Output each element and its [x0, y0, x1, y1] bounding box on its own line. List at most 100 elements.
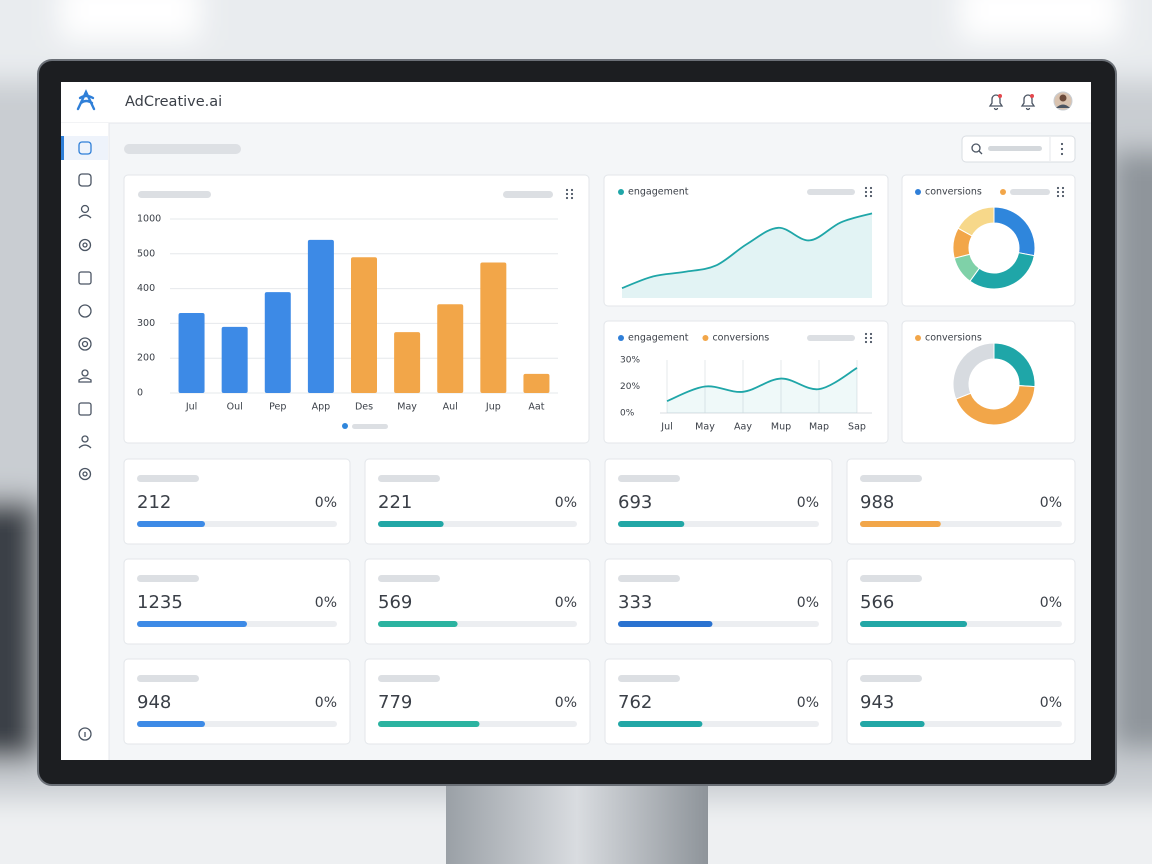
menu-dot[interactable]	[570, 196, 574, 200]
bar[interactable]	[307, 239, 334, 393]
menu-dot[interactable]	[565, 188, 569, 192]
sidebar-active-bar	[61, 136, 64, 160]
menu-dot[interactable]	[869, 332, 873, 336]
bar[interactable]	[351, 257, 377, 393]
stat-card[interactable]: 762 0%	[604, 658, 833, 745]
x-tick-label: Jul	[660, 422, 672, 433]
stat-value: 212	[137, 492, 171, 513]
nav-integrations[interactable]	[78, 467, 92, 481]
legend-dot	[915, 335, 921, 341]
y-tick-label: 400	[137, 283, 155, 294]
stat-card[interactable]: 1235 0%	[123, 558, 351, 645]
stat-card[interactable]: 779 0%	[364, 658, 591, 745]
menu-dot[interactable]	[570, 192, 574, 196]
progress-bar	[860, 521, 941, 527]
menu-dot[interactable]	[864, 336, 868, 340]
filter-placeholder[interactable]	[807, 189, 855, 195]
bar[interactable]	[264, 292, 291, 393]
stat-change: 0%	[797, 695, 819, 711]
line	[621, 212, 873, 289]
nav-targets[interactable]	[78, 337, 92, 351]
menu-dot[interactable]	[1061, 190, 1065, 194]
progress-bar	[378, 721, 480, 727]
menu-dot[interactable]	[570, 188, 574, 192]
progress-bar	[618, 521, 685, 527]
progress-bar	[378, 521, 444, 527]
bar[interactable]	[523, 373, 550, 393]
y-tick-label: 0%	[620, 409, 635, 419]
stat-value: 762	[618, 692, 652, 713]
menu-dot[interactable]	[864, 340, 868, 344]
menu-dot[interactable]	[864, 186, 868, 190]
nav-team[interactable]	[81, 435, 89, 443]
nav-info[interactable]	[78, 727, 92, 741]
stat-change: 0%	[555, 495, 577, 511]
pie-slice[interactable]	[952, 342, 995, 400]
menu-dot[interactable]	[565, 192, 569, 196]
bar[interactable]	[221, 326, 248, 393]
stat-card[interactable]: 948 0%	[123, 658, 351, 745]
search-box[interactable]	[961, 135, 1076, 163]
stat-card[interactable]: 988 0%	[846, 458, 1076, 545]
stat-card[interactable]: 943 0%	[846, 658, 1076, 745]
stat-card[interactable]: 569 0%	[364, 558, 591, 645]
menu-dot[interactable]	[869, 190, 873, 194]
stat-label-placeholder	[378, 475, 440, 482]
menu-dot[interactable]	[864, 190, 868, 194]
menu-dot[interactable]	[1061, 186, 1065, 190]
stat-value: 779	[378, 692, 412, 713]
stat-card[interactable]: 221 0%	[364, 458, 591, 545]
nav-dashboard[interactable]	[78, 141, 92, 155]
notification-bell[interactable]	[988, 94, 1004, 111]
x-tick-label: Jul	[185, 402, 197, 413]
menu-dot[interactable]	[1056, 186, 1060, 190]
menu-dot[interactable]	[1061, 194, 1065, 198]
nav-audience[interactable]	[80, 204, 90, 214]
pager-track[interactable]	[352, 424, 388, 429]
nav-reports[interactable]	[78, 402, 92, 416]
x-tick-label: Sap	[848, 422, 866, 433]
menu-dot[interactable]	[565, 196, 569, 200]
menu-dot[interactable]	[1056, 190, 1060, 194]
logo[interactable]	[76, 89, 96, 111]
menu-dot[interactable]	[1056, 194, 1060, 198]
pie-slice[interactable]	[957, 206, 995, 237]
stat-label-placeholder	[618, 475, 680, 482]
legend-dot	[702, 335, 709, 341]
bar[interactable]	[178, 312, 205, 393]
stat-cards: 212 0% 221 0% 693 0% 988 0% 1235 0% 569 0% 333 0% 566 0…	[123, 458, 1076, 745]
stat-value: 1235	[137, 592, 183, 613]
x-tick-label: Oul	[227, 402, 243, 413]
menu-dot[interactable]	[864, 194, 868, 198]
stat-card[interactable]: 333 0%	[604, 558, 833, 645]
nav-analytics[interactable]	[78, 173, 92, 187]
menu-dot[interactable]	[869, 340, 873, 344]
stat-change: 0%	[315, 695, 337, 711]
bar[interactable]	[394, 332, 421, 393]
stat-card[interactable]: 566 0%	[846, 558, 1076, 645]
stat-label-placeholder	[860, 475, 922, 482]
menu-dot[interactable]	[864, 332, 868, 336]
avatar[interactable]	[1053, 91, 1073, 111]
x-tick-label: Aat	[528, 402, 544, 413]
line-area	[667, 367, 857, 413]
stat-value: 943	[860, 692, 894, 713]
bar[interactable]	[480, 262, 507, 394]
nav-settings[interactable]	[78, 238, 92, 252]
nav-performance[interactable]	[78, 304, 92, 318]
filter-placeholder[interactable]	[503, 191, 553, 198]
filter-placeholder[interactable]	[807, 335, 855, 341]
nav-users[interactable]	[81, 369, 89, 377]
nav-creatives[interactable]	[78, 271, 92, 285]
menu-dot[interactable]	[869, 194, 873, 198]
stat-card[interactable]: 212 0%	[123, 458, 351, 545]
notification-bell[interactable]	[1020, 94, 1036, 111]
pager-dot[interactable]	[342, 423, 348, 429]
chart-line: engagement	[603, 174, 889, 307]
menu-dot[interactable]	[869, 336, 873, 340]
y-tick-label: 200	[137, 353, 155, 364]
menu-dot[interactable]	[869, 186, 873, 190]
bar[interactable]	[437, 304, 464, 393]
stat-card[interactable]: 693 0%	[604, 458, 833, 545]
